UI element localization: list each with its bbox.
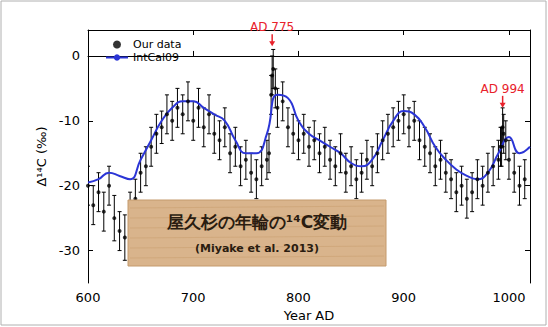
svg-text:IntCal09: IntCal09	[133, 51, 179, 64]
svg-text:600: 600	[76, 290, 101, 305]
svg-text:-20: -20	[59, 178, 80, 193]
svg-text:700: 700	[181, 290, 206, 305]
svg-text:800: 800	[286, 290, 311, 305]
svg-text:1000: 1000	[492, 290, 525, 305]
svg-text:AD 775: AD 775	[250, 20, 294, 34]
svg-text:(Miyake et al. 2013): (Miyake et al. 2013)	[195, 242, 319, 255]
svg-text:0: 0	[72, 48, 80, 63]
svg-text:AD 994: AD 994	[481, 82, 525, 96]
svg-text:Year AD: Year AD	[283, 308, 335, 323]
svg-text:-30: -30	[59, 243, 80, 258]
svg-text:屋久杉の年輪の¹⁴C変動: 屋久杉の年輪の¹⁴C変動	[166, 212, 347, 232]
svg-text:-10: -10	[59, 113, 80, 128]
svg-text:Our data: Our data	[133, 38, 181, 51]
svg-text:900: 900	[391, 290, 416, 305]
svg-text:Δ¹⁴C (‰): Δ¹⁴C (‰)	[34, 126, 49, 186]
